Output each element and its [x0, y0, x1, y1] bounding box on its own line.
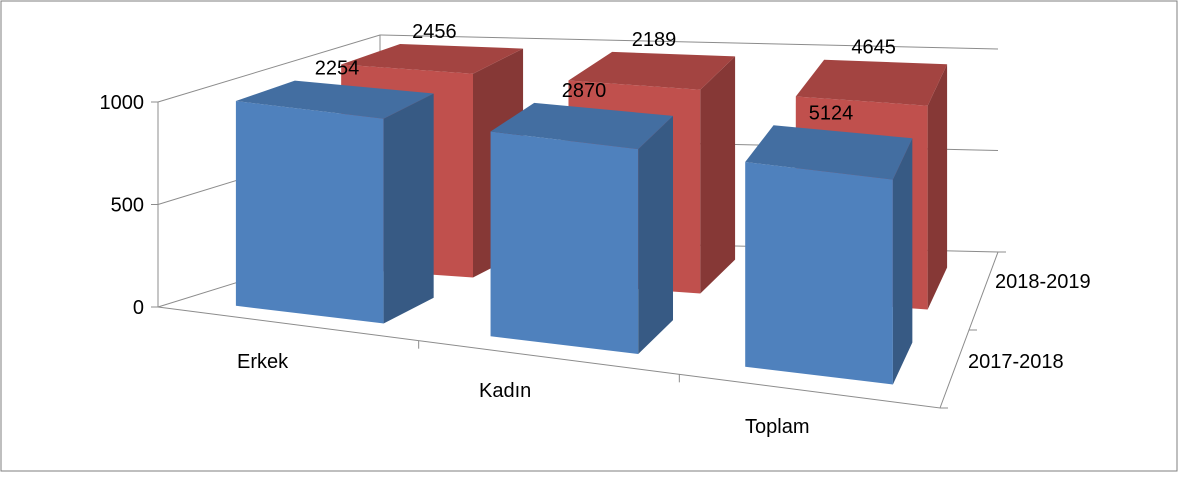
bar — [490, 102, 674, 354]
bar-top-face — [235, 80, 434, 119]
bar — [745, 125, 913, 385]
bars-layer — [235, 44, 948, 385]
data-label: 4645 — [851, 37, 896, 59]
bar-front-face — [745, 161, 893, 385]
x-tick-label: Erkek — [237, 351, 289, 373]
x-tick-label: Kadın — [479, 380, 531, 402]
data-label: 5124 — [809, 102, 854, 124]
bar-top-face — [745, 125, 913, 180]
series-label: 2017-2018 — [968, 351, 1064, 373]
bar-side-face — [638, 115, 674, 354]
x-tick-label: Toplam — [745, 416, 809, 438]
data-label: 2254 — [315, 58, 360, 80]
bar-side-face — [892, 138, 913, 385]
y-tick-label: 1000 — [100, 92, 145, 114]
bar — [235, 80, 434, 324]
bar-side-face — [927, 64, 948, 310]
bar-top-face — [795, 59, 948, 106]
data-label: 2870 — [562, 80, 607, 102]
bar-top-face — [341, 44, 524, 74]
bar-top-face — [568, 51, 736, 90]
bar-front-face — [235, 101, 384, 324]
labels-layer: 0 500 1000 Erkek Kadın Toplam 2017-2018 2018-20… — [100, 21, 1091, 438]
bar-side-face — [700, 56, 736, 294]
bar-front-face — [490, 131, 639, 354]
data-label: 2189 — [632, 29, 677, 51]
series-label: 2018-2019 — [995, 271, 1091, 293]
data-label: 2456 — [412, 21, 457, 43]
y-tick-label: 500 — [111, 195, 144, 217]
bar-top-face — [490, 102, 674, 150]
y-tick-label: 0 — [133, 297, 144, 319]
bar-side-face — [383, 93, 434, 324]
